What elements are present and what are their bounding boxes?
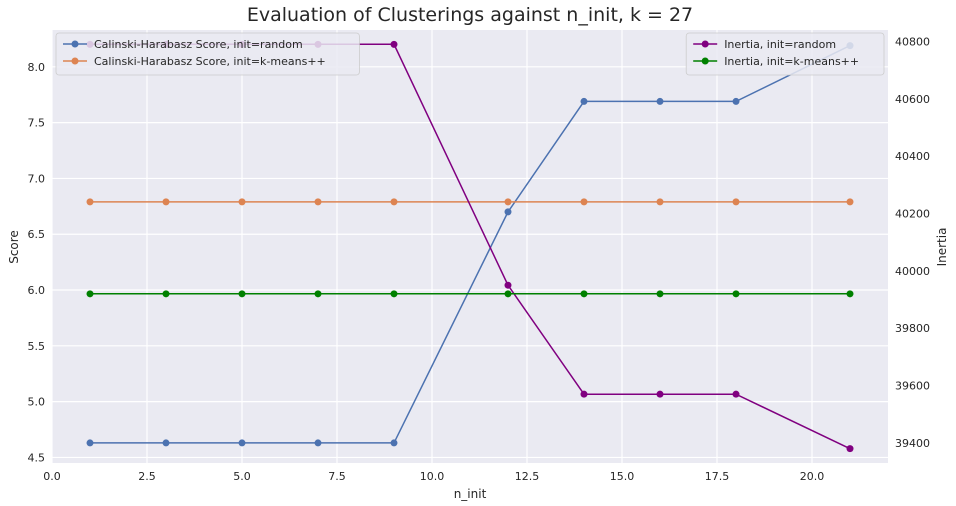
y2-tick-label: 40000 — [895, 265, 930, 278]
y-axis-ticks: 4.5 5.0 5.5 6.0 6.5 7.0 7.5 8.0 — [28, 61, 46, 465]
legend-box — [55, 32, 360, 76]
legend-marker — [701, 40, 709, 48]
data-point — [162, 198, 170, 206]
data-point — [238, 290, 246, 298]
x-tick-label: 7.5 — [328, 470, 346, 483]
series-4 — [86, 290, 854, 298]
legend-marker — [71, 40, 79, 48]
y-tick-label: 5.5 — [28, 340, 46, 353]
data-point — [86, 439, 94, 447]
series-layer — [86, 40, 854, 453]
y-tick-label: 6.5 — [28, 228, 46, 241]
data-point — [390, 40, 398, 48]
data-point — [238, 439, 246, 447]
y-axis-label: Score — [7, 230, 21, 264]
data-point — [580, 198, 588, 206]
data-point — [656, 198, 664, 206]
y2-tick-label: 39800 — [895, 322, 930, 335]
y-tick-label: 8.0 — [28, 61, 46, 74]
legend-left: Calinski-Harabasz Score, init=random Cali… — [55, 32, 360, 76]
legend-entry: Calinski-Harabasz Score, init=k-means++ — [94, 55, 326, 68]
data-point — [504, 281, 512, 289]
y2-axis-ticks: 39400 39600 39800 40000 40200 40400 40600 40800 — [895, 35, 930, 449]
data-point — [162, 439, 170, 447]
x-tick-label: 2.5 — [138, 470, 156, 483]
data-point — [162, 290, 170, 298]
x-axis-label: n_init — [454, 487, 487, 501]
data-point — [656, 97, 664, 105]
series-2 — [86, 198, 854, 206]
series-1 — [86, 42, 854, 447]
legend-entry: Calinski-Harabasz Score, init=random — [94, 38, 303, 51]
y-tick-label: 4.5 — [28, 451, 46, 464]
y2-tick-label: 40400 — [895, 150, 930, 163]
data-point — [504, 198, 512, 206]
data-point — [390, 290, 398, 298]
data-point — [86, 198, 94, 206]
data-point — [314, 198, 322, 206]
legend-entry: Inertia, init=random — [724, 38, 836, 51]
data-point — [656, 390, 664, 398]
legend-marker — [71, 57, 79, 65]
y2-tick-label: 39600 — [895, 380, 930, 393]
data-point — [390, 439, 398, 447]
data-point — [846, 445, 854, 453]
x-tick-label: 12.5 — [515, 470, 540, 483]
data-point — [238, 198, 246, 206]
x-tick-label: 17.5 — [705, 470, 730, 483]
data-point — [846, 198, 854, 206]
data-point — [314, 290, 322, 298]
data-point — [846, 290, 854, 298]
x-tick-label: 20.0 — [800, 470, 825, 483]
data-point — [504, 290, 512, 298]
data-point — [732, 97, 740, 105]
y-tick-label: 5.0 — [28, 396, 46, 409]
legend-right: Inertia, init=random Inertia, init=k-mean… — [685, 32, 885, 76]
legend-box — [685, 32, 885, 76]
x-tick-label: 10.0 — [420, 470, 445, 483]
y2-tick-label: 39400 — [895, 437, 930, 450]
data-point — [580, 390, 588, 398]
x-tick-label: 0.0 — [43, 470, 61, 483]
data-point — [390, 198, 398, 206]
legend-marker — [701, 57, 709, 65]
y2-tick-label: 40800 — [895, 35, 930, 48]
series-line — [90, 44, 851, 444]
y2-axis-label: Inertia — [935, 228, 949, 267]
data-point — [314, 439, 322, 447]
x-tick-label: 5.0 — [233, 470, 251, 483]
legend-entry: Inertia, init=k-means++ — [724, 55, 859, 68]
data-point — [732, 390, 740, 398]
data-point — [580, 97, 588, 105]
data-point — [732, 198, 740, 206]
plot-area — [52, 30, 888, 463]
data-point — [732, 290, 740, 298]
y-tick-label: 7.0 — [28, 172, 46, 185]
data-point — [580, 290, 588, 298]
y2-tick-label: 40200 — [895, 208, 930, 221]
data-point — [86, 290, 94, 298]
data-point — [656, 290, 664, 298]
x-axis-ticks: 0.0 2.5 5.0 7.5 10.0 12.5 15.0 17.5 20.0 — [43, 470, 824, 483]
chart-title: Evaluation of Clusterings against n_init… — [247, 4, 693, 26]
y2-tick-label: 40600 — [895, 93, 930, 106]
y-tick-label: 7.5 — [28, 117, 46, 130]
y-tick-label: 6.0 — [28, 284, 46, 297]
x-tick-label: 15.0 — [610, 470, 635, 483]
data-point — [504, 208, 512, 216]
